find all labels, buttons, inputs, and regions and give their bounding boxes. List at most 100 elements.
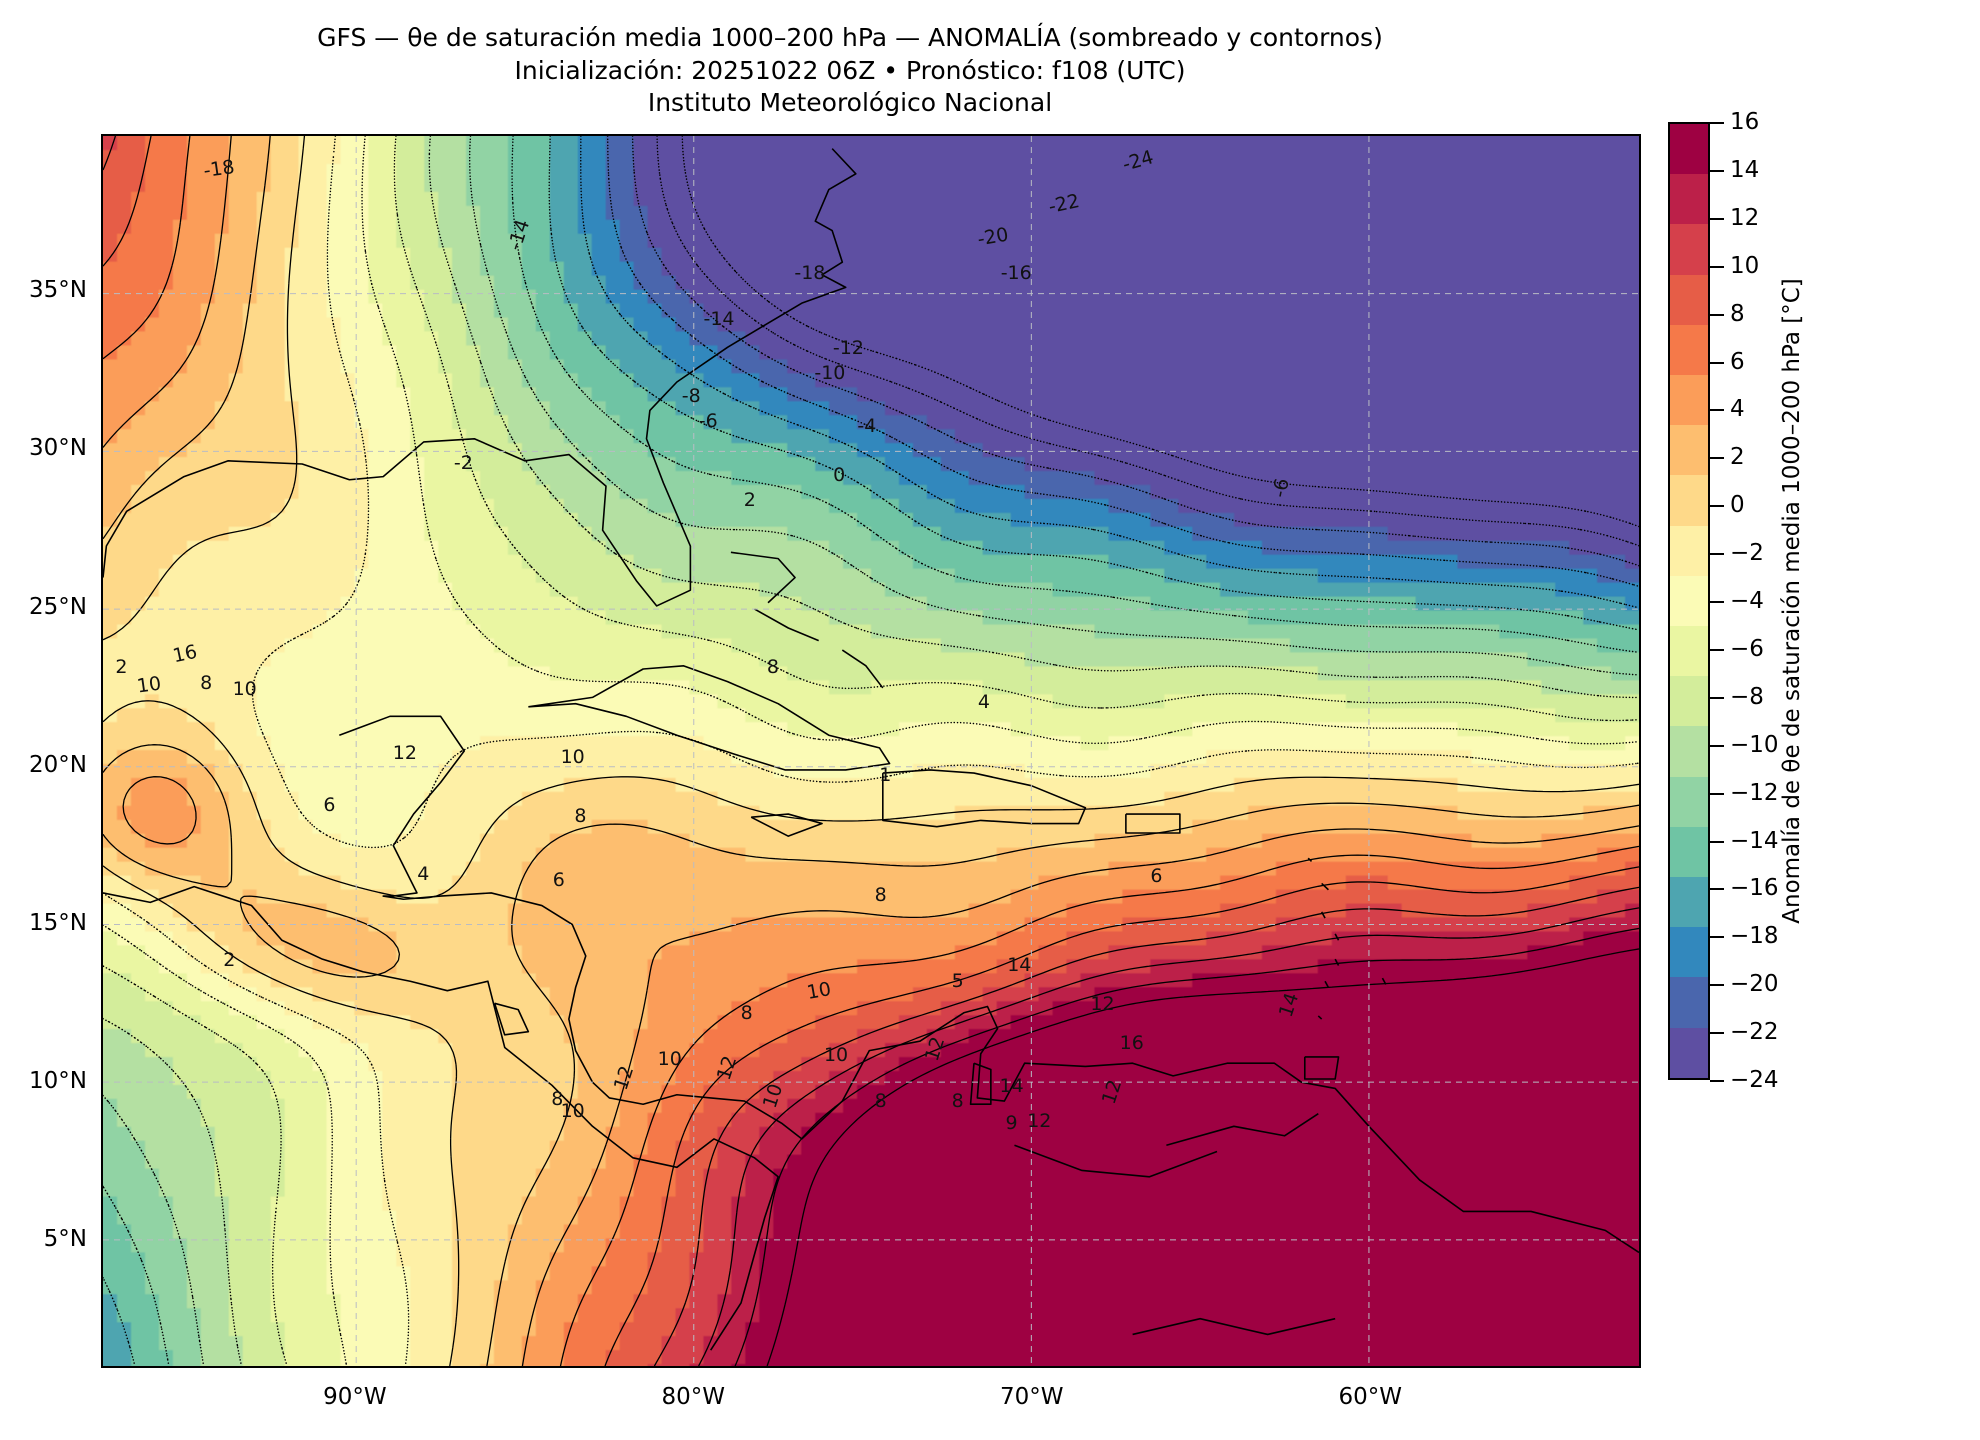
colorbar-band <box>1670 575 1708 627</box>
longitude-tick-label: 70°W <box>1000 1384 1064 1410</box>
colorbar-tick-label: −22 <box>1730 1019 1779 1046</box>
contour-label: -12 <box>832 337 864 360</box>
colorbar-tick-mark <box>1710 696 1724 699</box>
latitude-tick-label: 15°N <box>29 910 87 937</box>
page-title: GFS — θe de saturación media 1000–200 hP… <box>317 23 1383 52</box>
colorbar-tick-mark <box>1710 553 1724 556</box>
colorbar-tick-label: 4 <box>1730 396 1745 423</box>
longitude-tick-label: 80°W <box>661 1384 726 1410</box>
colorbar-band <box>1670 174 1708 225</box>
contour-label: 9 <box>1005 1112 1018 1135</box>
colorbar-tick-mark <box>1710 648 1724 651</box>
contour-label: 4 <box>977 691 990 714</box>
contour-label: 8 <box>574 804 587 827</box>
colorbar-tick-mark <box>1710 888 1724 891</box>
latitude-tick-label: 30°N <box>29 435 87 462</box>
colorbar-ticks: 16 14 12 10 8 6 4 2 0 −2 −4 −6 −8 −10 −12 −14 −16 −18 −20 −… <box>1710 109 1830 1093</box>
colorbar-tick-label: 14 <box>1730 156 1760 183</box>
contour-label: -18 <box>201 156 236 183</box>
contour-label: 10 <box>657 1048 682 1071</box>
colorbar-band <box>1670 1027 1708 1078</box>
contour-label: -14 <box>703 307 735 330</box>
colorbar-band <box>1670 726 1708 777</box>
contour-label: 12 <box>392 742 417 764</box>
contour-label: 8 <box>951 1089 964 1112</box>
colorbar-tick-mark <box>1710 601 1724 603</box>
contour-label: 8 <box>874 883 887 906</box>
colorbar-tick-mark <box>1710 122 1724 124</box>
contour-label: 16 <box>1119 1031 1144 1054</box>
contour-label: 10 <box>232 677 257 700</box>
colorbar-tick-mark <box>1710 361 1724 364</box>
colorbar-tick-mark <box>1710 313 1724 316</box>
colorbar-tick-mark <box>1710 505 1724 508</box>
colorbar-tick-label: 8 <box>1730 300 1745 327</box>
colorbar-tick-mark <box>1710 936 1724 939</box>
colorbar-band <box>1670 525 1708 576</box>
chart-title-block: GFS — θe de saturación media 1000–200 hP… <box>0 22 1700 120</box>
contour-label: 6 <box>552 869 565 892</box>
colorbar-band <box>1670 826 1708 878</box>
colorbar-label: Anomalía de θe de saturación media 1000–… <box>1779 278 1805 924</box>
contour-label: -10 <box>814 361 846 384</box>
contour-label: 2 <box>743 489 756 512</box>
contour-label: 6 <box>323 793 336 816</box>
contour-label: 0 <box>833 464 846 487</box>
colorbar-band <box>1670 475 1708 526</box>
contour-label: 10 <box>560 1099 585 1122</box>
contour-label: 12 <box>1027 1109 1052 1132</box>
latitude-tick-label: 20°N <box>29 751 87 778</box>
contour-label: -6 <box>698 410 718 433</box>
contour-label: 8 <box>766 655 779 678</box>
anomaly-shading-layer <box>103 136 1639 1366</box>
contour-label: -4 <box>857 414 877 437</box>
colorbar-tick-mark <box>1710 1080 1724 1082</box>
colorbar-tick-label: −24 <box>1730 1067 1779 1093</box>
colorbar-tick-label: 16 <box>1730 109 1760 135</box>
colorbar-tick-label: 0 <box>1730 492 1745 519</box>
latitude-tick-label: 5°N <box>43 1226 87 1253</box>
colorbar-tick-label: −2 <box>1730 540 1764 567</box>
contour-label: 10 <box>135 672 163 698</box>
contour-label: -16 <box>1000 261 1032 284</box>
colorbar-tick-label: 2 <box>1730 444 1745 471</box>
latitude-tick-label: 35°N <box>29 277 87 304</box>
colorbar-tick-label: −8 <box>1730 683 1764 710</box>
colorbar-band <box>1670 927 1708 978</box>
colorbar-tick-label: −16 <box>1730 875 1779 902</box>
latitude-tick-label: 25°N <box>29 593 87 620</box>
colorbar-band <box>1670 425 1708 476</box>
colorbar-band <box>1670 375 1708 426</box>
colorbar-tick-label: −10 <box>1730 731 1779 758</box>
colorbar-band <box>1670 977 1708 1028</box>
colorbar[interactable] <box>1668 122 1710 1080</box>
contour-label: 10 <box>823 1044 849 1067</box>
colorbar-band <box>1670 776 1708 827</box>
map-plot-area[interactable]: -18 -24 -22 -20 -14 -18 -16 -14 -12 -10 -8 -6 -4 -2 0 2… <box>101 134 1641 1368</box>
colorbar-tick-mark <box>1710 792 1724 795</box>
latitude-tick-label: 10°N <box>29 1068 87 1095</box>
colorbar-tick-mark <box>1710 984 1724 987</box>
longitude-tick-label: 60°W <box>1338 1384 1402 1410</box>
contour-label: -6 <box>1268 476 1294 500</box>
colorbar-band <box>1670 676 1708 727</box>
contour-label: 6 <box>1150 865 1163 888</box>
colorbar-tick-mark <box>1710 217 1724 220</box>
colorbar-tick-label: −20 <box>1730 971 1779 998</box>
colorbar-tick-label: 12 <box>1730 204 1760 231</box>
contour-label: 14 <box>999 1075 1024 1098</box>
contour-label: -2 <box>453 452 473 474</box>
contour-label: 8 <box>740 1002 753 1025</box>
chart-subtitle: Inicialización: 20251022 06Z • Pronóstic… <box>514 55 1186 85</box>
contour-label: 4 <box>417 862 430 885</box>
contour-label: -8 <box>681 385 701 408</box>
colorbar-band <box>1670 324 1708 376</box>
colorbar-tick-label: 10 <box>1730 252 1760 279</box>
colorbar-tick-mark <box>1710 457 1724 460</box>
colorbar-tick-mark <box>1710 1032 1724 1035</box>
contour-label: 2 <box>115 655 128 678</box>
colorbar-tick-mark <box>1710 744 1724 747</box>
colorbar-tick-label: −6 <box>1730 635 1764 662</box>
colorbar-band <box>1670 626 1708 677</box>
contour-label: 5 <box>951 970 964 993</box>
